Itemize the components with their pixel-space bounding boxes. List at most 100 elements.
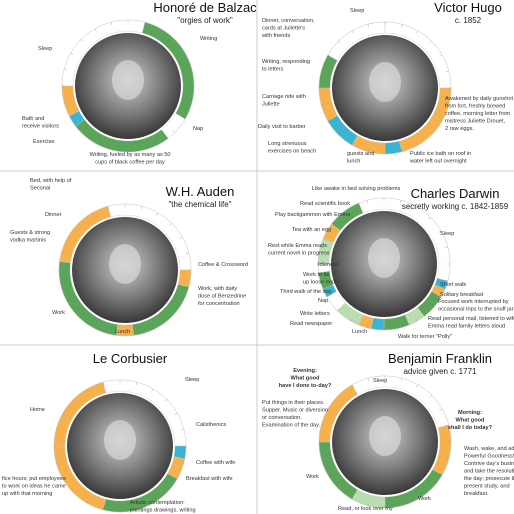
- hour-tick: [179, 236, 183, 239]
- hour-tick: [366, 200, 368, 204]
- activity-label: Artistic contemplation:: [130, 500, 185, 506]
- activity-label: from fort, freshly brewed: [445, 104, 505, 110]
- hour-tick: [439, 408, 443, 411]
- hour-tick: [401, 24, 403, 28]
- activity-label: vodka martinis: [10, 238, 46, 244]
- activity-label: the day; prosecute the: [464, 476, 514, 482]
- hour-tick: [321, 458, 325, 460]
- activity-label: current novel in progress: [268, 251, 330, 257]
- person-name: W.H. Auden: [166, 184, 235, 199]
- activity-label: Guests & strong: [10, 230, 50, 236]
- portrait-face: [104, 420, 136, 460]
- activity-label: up loose ends: [303, 280, 338, 286]
- hour-tick: [367, 378, 369, 382]
- activity-label: Sleep: [373, 378, 387, 384]
- activity-label: Contrive day's business,: [464, 461, 514, 467]
- hour-tick: [445, 458, 449, 460]
- activity-label: Read personal mail, listened to wife: [428, 316, 514, 322]
- hour-tick: [182, 117, 186, 120]
- activity-label: Writing, responding: [262, 59, 310, 65]
- hour-tick: [151, 388, 154, 392]
- hour-tick: [444, 246, 448, 248]
- person-name: Victor Hugo: [434, 0, 502, 15]
- activity-label: Bath and: [22, 116, 44, 122]
- hour-tick: [438, 295, 442, 298]
- hour-tick: [321, 70, 325, 72]
- activity-label: dose of Benzedrine: [198, 294, 246, 300]
- hour-tick: [338, 486, 341, 489]
- ring-segment: [61, 85, 80, 117]
- ring-segment: [53, 382, 107, 447]
- hour-tick: [337, 217, 340, 220]
- activity-label: Work: [52, 310, 65, 316]
- hour-tick: [67, 236, 71, 239]
- hour-tick: [182, 52, 186, 55]
- person-subtitle: "the chemical life": [168, 200, 231, 209]
- activity-label: Like awake in bed solving problems: [312, 186, 401, 192]
- hour-tick: [428, 308, 431, 311]
- activity-label: water left out overnight: [409, 159, 467, 165]
- hour-tick: [136, 382, 138, 386]
- hour-tick: [367, 148, 369, 152]
- activity-label: fice hours; put employees: [2, 476, 66, 482]
- activity-label: Seconal: [30, 186, 50, 192]
- hour-tick: [144, 22, 146, 26]
- ring-segment: [384, 140, 403, 155]
- hour-tick: [172, 130, 175, 133]
- activity-label: Bed, with help of: [30, 178, 72, 184]
- hour-tick: [439, 54, 443, 57]
- hour-tick: [78, 223, 81, 226]
- hour-tick: [141, 206, 143, 210]
- activity-label: Long strenuous: [268, 141, 307, 147]
- hour-tick: [86, 388, 89, 392]
- hour-tick: [188, 68, 192, 70]
- activity-label: Writing, fueled by as many as 50: [89, 152, 170, 158]
- hour-tick: [327, 119, 331, 122]
- activity-label: present study, and: [464, 484, 510, 490]
- activity-label: have I done to-day?: [279, 383, 332, 389]
- activity-label: Dinner: [45, 212, 62, 218]
- activity-label: What good: [291, 376, 320, 382]
- activity-label: Coffee & Crossword: [198, 262, 248, 268]
- hour-tick: [327, 473, 331, 476]
- activity-label: with friends: [261, 33, 290, 39]
- activity-label: Rest while Emma reads: [268, 243, 327, 249]
- activity-label: What good: [456, 418, 485, 424]
- person-name: Honoré de Balzac: [153, 0, 257, 15]
- hour-tick: [180, 462, 184, 464]
- hour-tick: [169, 314, 172, 317]
- hour-tick: [102, 506, 104, 510]
- activity-label: mistress Juliette Drouet,: [445, 119, 505, 125]
- activity-label: Coffee with wife: [196, 460, 235, 466]
- hour-tick: [445, 70, 449, 72]
- activity-label: Nap: [193, 126, 203, 132]
- activity-label: Nap: [318, 298, 328, 304]
- activity-label: shall I do today?: [448, 425, 493, 431]
- hour-tick: [429, 486, 432, 489]
- hour-tick: [180, 428, 184, 430]
- activity-label: Powerful Goodness!: [464, 454, 514, 460]
- hour-tick: [174, 477, 178, 480]
- hour-tick: [62, 477, 66, 480]
- person-name: Charles Darwin: [411, 186, 500, 201]
- activity-label: receive visitors: [22, 124, 59, 130]
- hour-tick: [73, 490, 76, 493]
- activity-label: Juliette: [262, 102, 280, 108]
- hour-tick: [320, 246, 324, 248]
- activity-label: Write letters: [300, 311, 330, 317]
- ring-segment: [318, 384, 358, 443]
- activity-label: Public ice bath on roof in: [410, 151, 471, 157]
- hour-tick: [61, 286, 65, 288]
- hour-tick: [326, 295, 330, 298]
- hour-tick: [94, 140, 97, 144]
- activity-label: Lunch: [352, 329, 367, 335]
- portrait-face: [369, 62, 401, 102]
- activity-label: Evening:: [293, 368, 317, 374]
- hour-tick: [172, 39, 175, 42]
- activity-label: occasional trips to the snuff jar: [438, 307, 514, 313]
- hour-tick: [185, 286, 189, 288]
- person-subtitle: "orgies of work": [177, 16, 233, 25]
- hour-tick: [174, 412, 178, 415]
- hour-tick: [188, 102, 192, 104]
- activity-label: Short walk: [440, 282, 466, 288]
